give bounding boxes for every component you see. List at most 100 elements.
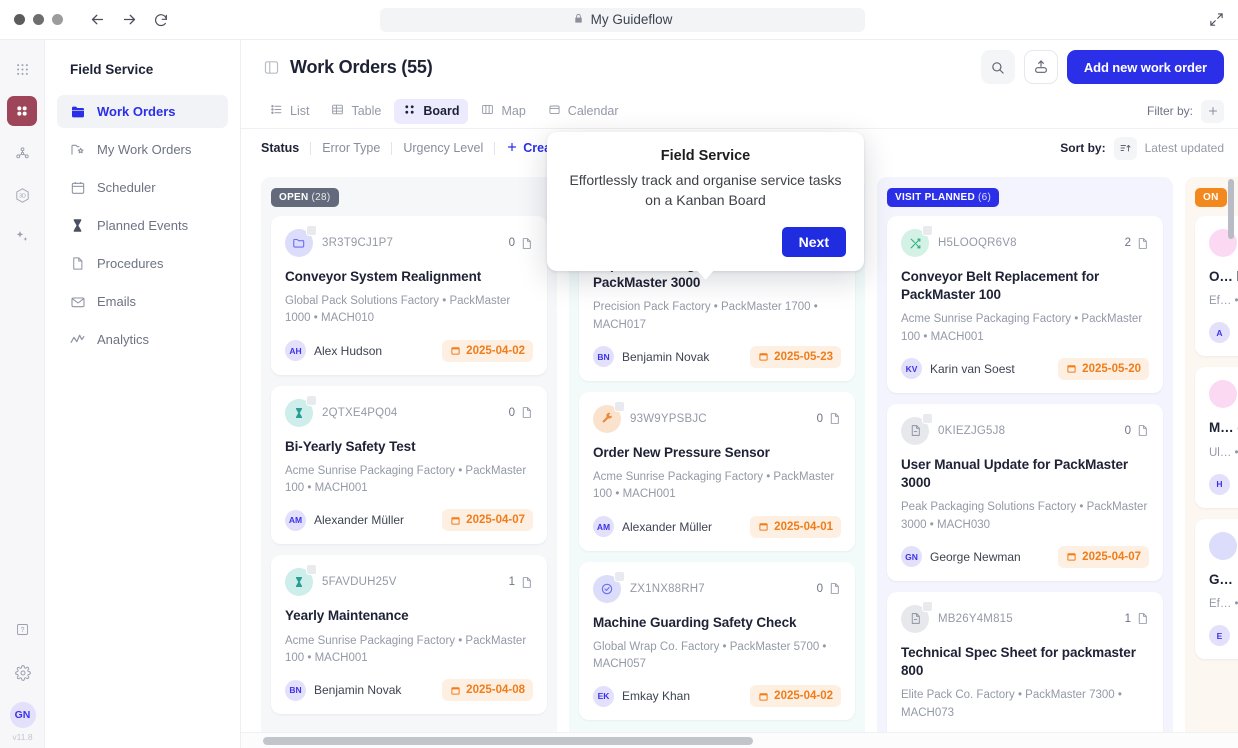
user-avatar[interactable]: GN xyxy=(9,702,36,728)
card-type-badge xyxy=(306,225,317,236)
back-arrow-icon[interactable] xyxy=(89,11,106,28)
kanban-column-on-hold[interactable]: ON O… lo… Ef… • A M… e… xyxy=(1185,177,1238,748)
work-order-card[interactable]: ZX1NX88RH7 0 Machine Guarding Safety Che… xyxy=(579,561,855,721)
workflow-nodes-icon[interactable] xyxy=(7,138,37,168)
work-order-title: User Manual Update for PackMaster 3000 xyxy=(901,456,1129,491)
reload-icon[interactable] xyxy=(153,12,169,28)
assignee-name: Alexander Müller xyxy=(314,513,405,528)
sidebar-item-scheduler[interactable]: Scheduler xyxy=(57,171,228,204)
document-count-value: 1 xyxy=(508,576,515,589)
sidebar-item-emails[interactable]: Emails xyxy=(57,285,228,318)
work-order-card[interactable]: MB26Y4M815 1 Technical Spec Sheet for pa… xyxy=(887,591,1163,748)
tab-calendar[interactable]: Calendar xyxy=(539,99,628,124)
sort-icon[interactable] xyxy=(1113,136,1137,160)
work-order-meta: Acme Sunrise Packaging Factory • PackMas… xyxy=(901,313,1143,343)
forward-arrow-icon[interactable] xyxy=(121,11,138,28)
work-order-card[interactable]: H5LOOQR6V8 2 Conveyor Belt Replacement f… xyxy=(887,216,1163,393)
onboarding-popover[interactable]: Field Service Effortlessly track and org… xyxy=(547,132,864,280)
sidebar-item-planned-events[interactable]: Planned Events xyxy=(57,209,228,242)
expand-icon[interactable] xyxy=(1209,12,1224,32)
tab-table[interactable]: Table xyxy=(322,99,390,124)
map-icon xyxy=(481,103,494,119)
sparkles-ai-icon[interactable] xyxy=(7,222,37,252)
svg-text:?: ? xyxy=(21,627,25,634)
column-status-label: VISIT PLANNED xyxy=(895,192,976,203)
add-new-work-order-button[interactable]: Add new work order xyxy=(1066,50,1224,84)
work-order-card[interactable]: 3R3T9CJ1P7 0 Conveyor System Realignment… xyxy=(271,216,547,375)
popover-next-button[interactable]: Next xyxy=(781,226,846,257)
work-order-meta: Ef… • xyxy=(1209,598,1238,611)
work-order-title: Conveyor System Realignment xyxy=(285,269,482,284)
assignee-name: Benjamin Novak xyxy=(314,683,402,698)
card-type-badge xyxy=(614,570,625,582)
group-by-status[interactable]: Status xyxy=(261,141,300,155)
assignee-avatar: BN xyxy=(285,679,306,701)
work-order-card[interactable]: 93W9YPSBJC 0 Order New Pressure Sensor A… xyxy=(579,391,855,551)
sidebar-title: Field Service xyxy=(70,62,154,77)
work-order-meta: Acme Sunrise Packaging Factory • PackMas… xyxy=(285,464,527,495)
tab-map[interactable]: Map xyxy=(472,99,534,124)
apps-grid-icon[interactable] xyxy=(7,54,37,84)
sidebar-item-work-orders[interactable]: Work Orders xyxy=(57,95,228,128)
gear-icon[interactable] xyxy=(8,658,38,688)
document-count: 1 xyxy=(509,576,533,589)
work-order-title: O… lo… xyxy=(1209,269,1238,284)
help-icon[interactable]: ? xyxy=(8,614,38,644)
due-date-value: 2025-04-01 xyxy=(774,520,833,533)
window-traffic-lights[interactable] xyxy=(14,14,63,25)
upload-export-icon[interactable] xyxy=(1023,50,1058,84)
sidebar-item-label: Scheduler xyxy=(97,180,156,195)
work-order-title: M… e… xyxy=(1209,420,1238,436)
board-grouping-bar: Status Error Type Urgency Level Create b… xyxy=(241,129,1238,167)
work-order-card[interactable]: 5FAVDUH25V 1 Yearly Maintenance Acme Sun… xyxy=(271,555,547,715)
document-count-value: 0 xyxy=(816,582,823,595)
sidebar-item-procedures[interactable]: Procedures xyxy=(57,247,228,280)
kanban-column-open[interactable]: OPEN (28) 3R3T9CJ1P7 0 xyxy=(261,177,557,748)
plus-icon[interactable] xyxy=(1201,99,1224,123)
sidebar-item-label: Work Orders xyxy=(97,104,176,119)
assignee-avatar: E xyxy=(1209,625,1230,647)
kanban-column-visit-planned[interactable]: VISIT PLANNED (6) H5LOOQR6V8 2 xyxy=(877,177,1173,748)
dashboard-icon[interactable] xyxy=(7,96,37,126)
work-order-card[interactable]: 2QTXE4PQ04 0 Bi-Yearly Safety Test Acme … xyxy=(271,385,547,545)
column-status-badge: OPEN (28) xyxy=(271,188,339,207)
card-type-badge xyxy=(306,394,317,406)
panel-toggle-icon[interactable] xyxy=(263,59,280,76)
sidebar-item-analytics[interactable]: Analytics xyxy=(57,323,228,356)
sidebar-item-label: Procedures xyxy=(97,256,164,271)
tab-board[interactable]: Board xyxy=(394,98,469,124)
sort-value: Latest updated xyxy=(1144,141,1224,155)
lock-icon xyxy=(573,12,584,28)
vertical-scrollbar[interactable] xyxy=(1228,179,1234,239)
work-order-card[interactable]: O… lo… Ef… • A xyxy=(1195,216,1238,357)
work-order-title: Yearly Maintenance xyxy=(285,608,409,624)
assignee-avatar: GN xyxy=(901,546,922,568)
due-date-value: 2025-04-07 xyxy=(1082,550,1141,563)
column-count: (6) xyxy=(978,192,992,203)
horizontal-scrollbar-thumb[interactable] xyxy=(263,737,753,745)
icon-rail: 3D ? GN v11.8 xyxy=(0,40,45,748)
assignee-avatar: AM xyxy=(593,516,614,538)
horizontal-scrollbar-track[interactable] xyxy=(241,732,1238,748)
work-order-card[interactable]: M… e… Ul… • H xyxy=(1195,367,1238,508)
group-by-error-type[interactable]: Error Type xyxy=(322,141,381,155)
work-order-card[interactable]: G… Ef… • E xyxy=(1195,518,1238,660)
work-order-card[interactable]: 0KIEZJG5J8 0 User Manual Update for Pack… xyxy=(887,403,1163,581)
sidebar-item-my-work-orders[interactable]: My Work Orders xyxy=(57,133,228,166)
group-by-urgency-level[interactable]: Urgency Level xyxy=(403,141,484,155)
address-bar[interactable]: My Guideflow xyxy=(380,7,865,32)
sidebar-item-label: Analytics xyxy=(97,332,150,347)
calendar-icon xyxy=(548,103,561,119)
document-count: 0 xyxy=(817,412,841,425)
table-icon xyxy=(331,103,344,119)
document-count: 0 xyxy=(1125,424,1149,437)
tab-list[interactable]: List xyxy=(261,99,318,124)
search-icon[interactable] xyxy=(980,50,1015,84)
maximize-window-button[interactable] xyxy=(52,14,63,25)
close-window-button[interactable] xyxy=(14,14,25,25)
sidebar-item-label: Planned Events xyxy=(97,218,189,233)
card-type-badge xyxy=(614,400,625,412)
minimize-window-button[interactable] xyxy=(33,14,44,25)
envelope-icon xyxy=(69,293,86,310)
3d-hexagon-icon[interactable]: 3D xyxy=(7,180,37,210)
